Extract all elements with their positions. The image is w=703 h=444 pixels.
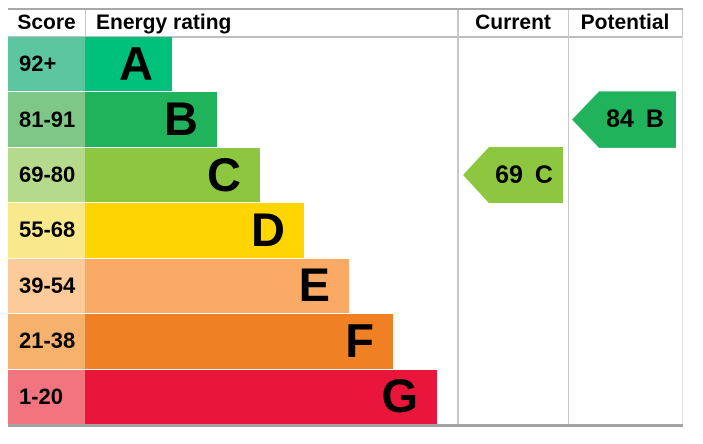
band-row-c: 69-80 C [8, 147, 683, 203]
band-letter-a: A [119, 36, 153, 90]
table-right-border [681, 10, 684, 424]
band-letter-c: C [207, 147, 241, 201]
score-column-divider [84, 10, 87, 37]
score-range-g: 1-20 [8, 369, 85, 424]
potential-header: Potential [580, 11, 670, 34]
band-bar-a: A [85, 36, 172, 92]
current-score-value: 69 [495, 160, 523, 189]
band-row-e: 39-54 E [8, 258, 683, 314]
band-bar-e: E [85, 258, 349, 314]
score-header: Score [17, 11, 76, 34]
band-row-f: 21-38 F [8, 313, 683, 369]
band-bar-f: F [85, 313, 393, 369]
band-row-d: 55-68 D [8, 202, 683, 258]
band-bar-c: C [85, 147, 260, 203]
band-bar-d: D [85, 202, 304, 258]
current-column-divider [457, 10, 459, 424]
band-letter-e: E [298, 258, 330, 312]
band-bar-g: G [85, 369, 437, 424]
band-letter-b: B [164, 92, 198, 146]
energy-rating-header: Energy rating [96, 11, 232, 34]
band-row-a: 92+ A [8, 36, 683, 92]
current-band-letter: C [534, 160, 553, 189]
header-divider-line [8, 36, 683, 38]
score-range-c: 69-80 [8, 147, 85, 203]
band-rows: 92+ A 81-91 B 69-80 C 55-68 D 39-54 E 21-38 F 1-20 G [8, 37, 683, 424]
score-range-d: 55-68 [8, 203, 85, 258]
band-row-g: 1-20 G [8, 369, 683, 424]
potential-column-divider [567, 10, 570, 424]
header-right-border [681, 10, 684, 37]
table-top-border [8, 8, 683, 10]
potential-band-letter: B [645, 105, 664, 134]
band-letter-f: F [345, 313, 374, 367]
band-row-b: 81-91 B [8, 92, 683, 147]
band-letter-g: G [381, 369, 418, 423]
table-bottom-border [8, 424, 683, 427]
epc-table: Score Energy rating Current Potential 92… [8, 8, 684, 427]
band-bar-b: B [85, 92, 217, 147]
score-range-f: 21-38 [8, 314, 85, 369]
band-letter-d: D [251, 202, 285, 256]
potential-score-value: 84 [606, 105, 634, 134]
score-range-e: 39-54 [8, 258, 85, 314]
current-header: Current [475, 11, 551, 34]
score-range-a: 92+ [8, 37, 85, 92]
score-range-b: 81-91 [8, 92, 85, 147]
